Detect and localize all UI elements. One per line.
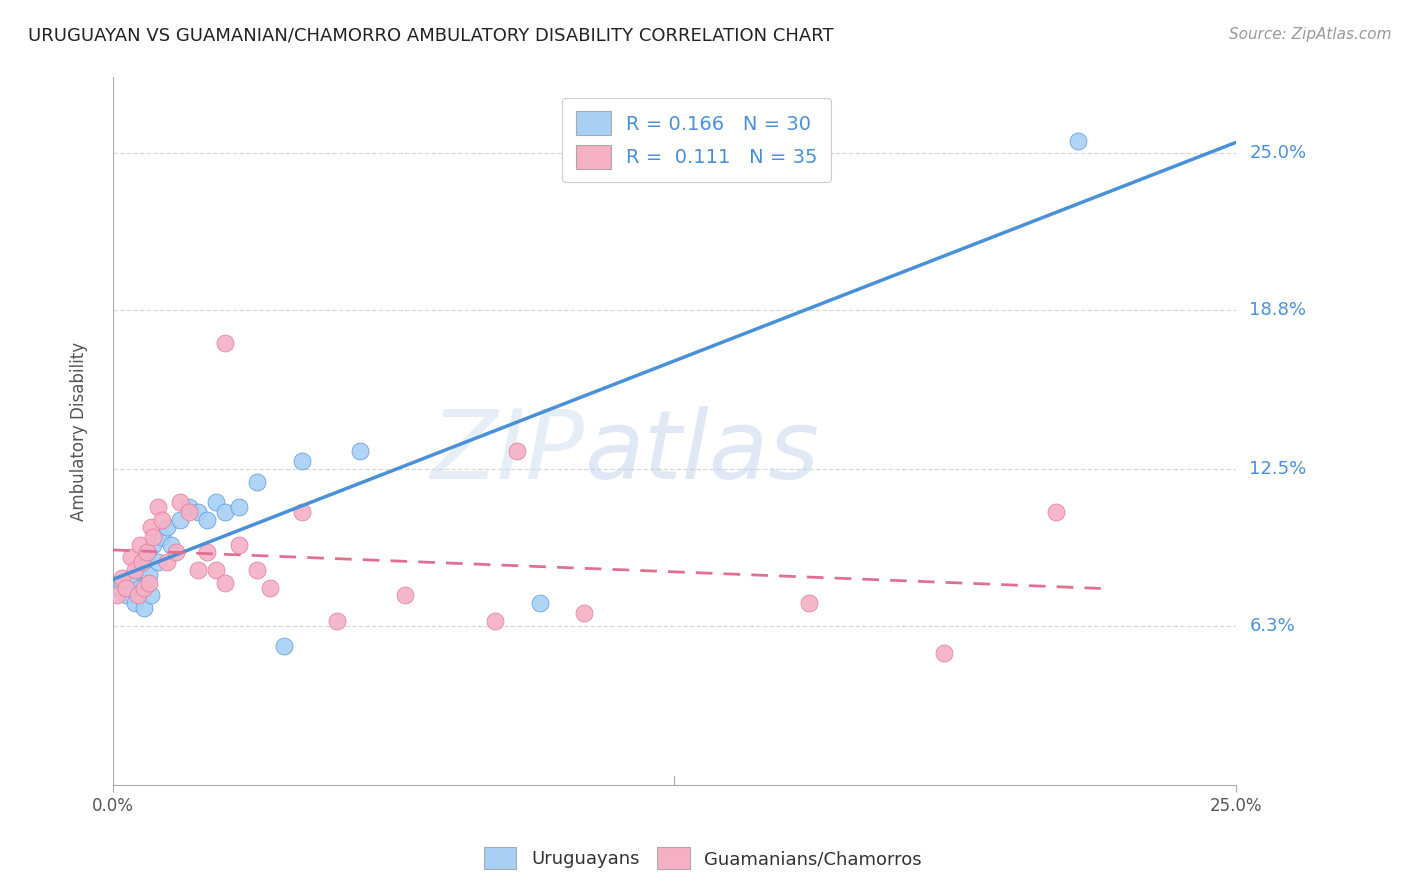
Point [574, 606, 596, 620]
Point [179, 505, 201, 519]
Point [134, 581, 156, 595]
Point [150, 530, 173, 544]
Point [138, 575, 160, 590]
Point [142, 538, 165, 552]
Point [107, 581, 129, 595]
Point [195, 545, 218, 559]
Point [259, 581, 281, 595]
Legend: Uruguayans, Guamanians/Chamorros: Uruguayans, Guamanians/Chamorros [475, 838, 931, 879]
Text: ZIP: ZIP [430, 406, 585, 499]
Point [120, 571, 142, 585]
Text: 12.5%: 12.5% [1250, 460, 1306, 478]
Text: atlas: atlas [585, 406, 820, 499]
Point [246, 563, 269, 577]
Point [506, 444, 529, 458]
Point [273, 639, 295, 653]
Point [131, 556, 153, 570]
Point [214, 505, 236, 519]
Point [214, 335, 236, 350]
Point [205, 563, 228, 577]
Point [115, 581, 138, 595]
Point [165, 545, 187, 559]
Point [150, 512, 173, 526]
Point [290, 505, 312, 519]
Point [214, 575, 236, 590]
Point [797, 596, 820, 610]
Point [156, 520, 179, 534]
Point [290, 454, 312, 468]
Point [160, 538, 183, 552]
Point [205, 495, 228, 509]
Point [484, 614, 506, 628]
Point [127, 588, 149, 602]
Point [228, 500, 250, 514]
Point [394, 588, 416, 602]
Point [134, 601, 156, 615]
Point [156, 556, 179, 570]
Point [146, 556, 169, 570]
Point [529, 596, 551, 610]
Point [139, 520, 162, 534]
Point [139, 588, 162, 602]
Point [246, 475, 269, 489]
Point [135, 550, 157, 565]
Point [195, 512, 218, 526]
Point [111, 571, 134, 585]
Point [128, 581, 150, 595]
Text: Ambulatory Disability: Ambulatory Disability [70, 342, 89, 521]
Point [124, 596, 146, 610]
Text: 6.3%: 6.3% [1250, 616, 1295, 634]
Point [187, 505, 209, 519]
Text: 18.8%: 18.8% [1250, 301, 1306, 318]
Point [128, 538, 150, 552]
Legend: R = 0.166   N = 30, R =  0.111   N = 35: R = 0.166 N = 30, R = 0.111 N = 35 [562, 98, 831, 182]
Point [142, 530, 165, 544]
Point [932, 647, 955, 661]
Point [1045, 505, 1067, 519]
Point [169, 495, 191, 509]
Point [135, 545, 157, 559]
Point [138, 568, 160, 582]
Text: URUGUAYAN VS GUAMANIAN/CHAMORRO AMBULATORY DISABILITY CORRELATION CHART: URUGUAYAN VS GUAMANIAN/CHAMORRO AMBULATO… [28, 27, 834, 45]
Point [169, 512, 191, 526]
Point [187, 563, 209, 577]
Point [349, 444, 371, 458]
Point [131, 556, 153, 570]
Text: Source: ZipAtlas.com: Source: ZipAtlas.com [1229, 27, 1392, 42]
Point [146, 500, 169, 514]
Point [120, 550, 142, 565]
Point [127, 563, 149, 577]
Point [326, 614, 349, 628]
Point [179, 500, 201, 514]
Point [228, 538, 250, 552]
Point [107, 588, 129, 602]
Point [124, 563, 146, 577]
Point [1067, 134, 1090, 148]
Text: 25.0%: 25.0% [1250, 145, 1306, 162]
Point [111, 575, 134, 590]
Point [115, 588, 138, 602]
